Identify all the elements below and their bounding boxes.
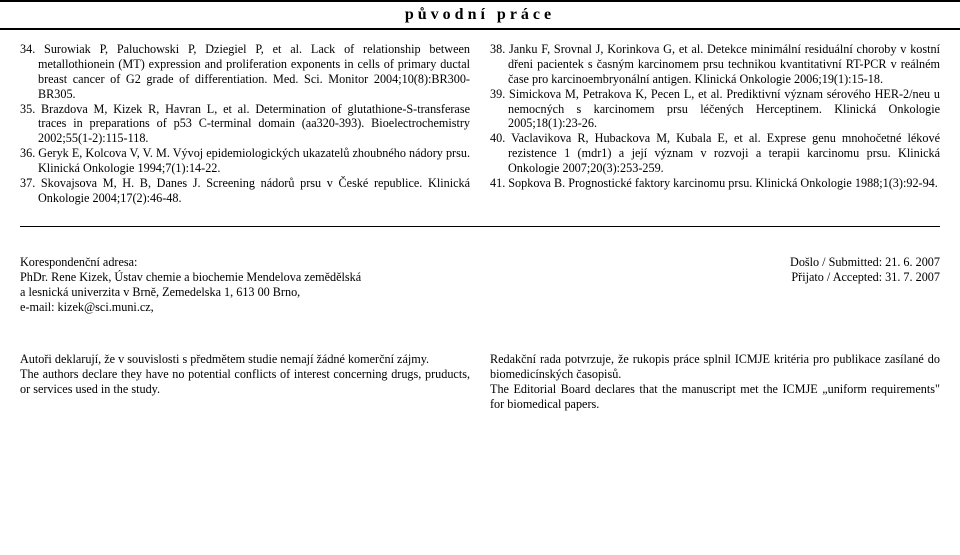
correspondence-line: e-mail: kizek@sci.muni.cz, xyxy=(20,300,529,315)
references-left-column: 34. Surowiak P, Paluchowski P, Dziegiel … xyxy=(20,42,470,206)
declaration-en: The authors declare they have no potenti… xyxy=(20,367,470,398)
reference-item: 35. Brazdova M, Kizek R, Havran L, et al… xyxy=(20,102,470,147)
reference-item: 41. Sopkova B. Prognostické faktory karc… xyxy=(490,176,940,191)
page-header: původní práce xyxy=(0,0,960,30)
reference-item: 36. Geryk E, Kolcova V, V. M. Vývoj epid… xyxy=(20,146,470,176)
correspondence-line: a lesnická univerzita v Brně, Zemedelska… xyxy=(20,285,529,300)
correspondence-address: Korespondenční adresa: PhDr. Rene Kizek,… xyxy=(20,255,529,316)
declaration-cs: Autoři deklarují, že v souvislosti s pře… xyxy=(20,352,470,367)
correspondence-line: PhDr. Rene Kizek, Ústav chemie a biochem… xyxy=(20,270,529,285)
reference-item: 38. Janku F, Srovnal J, Korinkova G, et … xyxy=(490,42,940,87)
correspondence-section: Korespondenční adresa: PhDr. Rene Kizek,… xyxy=(0,227,960,316)
references-columns: 34. Surowiak P, Paluchowski P, Dziegiel … xyxy=(0,30,960,206)
editorial-declaration: Redakční rada potvrzuje, že rukopis prác… xyxy=(490,352,940,413)
submitted-date: Došlo / Submitted: 21. 6. 2007 xyxy=(549,255,940,270)
declaration-en: The Editorial Board declares that the ma… xyxy=(490,382,940,413)
reference-item: 40. Vaclavikova R, Hubackova M, Kubala E… xyxy=(490,131,940,176)
reference-item: 39. Simickova M, Petrakova K, Pecen L, e… xyxy=(490,87,940,132)
authors-declaration: Autoři deklarují, že v souvislosti s pře… xyxy=(20,352,470,413)
declarations-section: Autoři deklarují, že v souvislosti s pře… xyxy=(0,316,960,413)
references-right-column: 38. Janku F, Srovnal J, Korinkova G, et … xyxy=(490,42,940,206)
declaration-cs: Redakční rada potvrzuje, že rukopis prác… xyxy=(490,352,940,383)
header-title: původní práce xyxy=(405,6,555,23)
reference-item: 34. Surowiak P, Paluchowski P, Dziegiel … xyxy=(20,42,470,102)
accepted-date: Přijato / Accepted: 31. 7. 2007 xyxy=(549,270,940,285)
correspondence-label: Korespondenční adresa: xyxy=(20,255,529,270)
submission-dates: Došlo / Submitted: 21. 6. 2007 Přijato /… xyxy=(549,255,940,316)
reference-item: 37. Skovajsova M, H. B, Danes J. Screeni… xyxy=(20,176,470,206)
